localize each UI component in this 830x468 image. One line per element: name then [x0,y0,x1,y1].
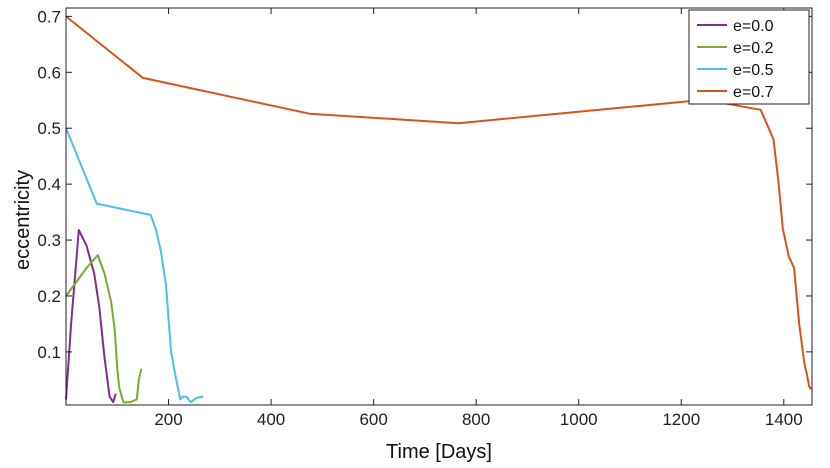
series-line-3 [65,15,812,390]
series-line-0 [65,229,117,404]
y-tick-label: 0.3 [37,231,61,250]
series-layer [65,15,812,404]
axes-frame [65,7,813,406]
x-axis: 200 400 600 800 1000 1200 1400 [154,8,803,429]
legend-entry-label: e=0.2 [733,40,774,57]
x-tick-label: 800 [462,410,490,429]
series-line-1 [65,254,143,404]
legend-entry-label: e=0.0 [733,18,774,35]
legend-entry-label: e=0.5 [733,62,774,79]
y-axis-label: eccentricity [12,170,34,270]
plot-area [66,8,812,405]
y-tick-label: 0.6 [37,63,61,82]
x-tick-label: 200 [154,410,182,429]
legend: e=0.0 e=0.2 e=0.5 e=0.7 [688,9,810,105]
axes-box [65,7,813,406]
plot-background [66,8,812,405]
y-axis: 0.1 0.2 0.3 0.4 0.5 0.6 0.7 [37,7,812,362]
x-tick-label: 400 [257,410,285,429]
x-tick-label: 1200 [662,410,700,429]
x-axis-label: Time [Days] [386,441,492,463]
series-line-2 [65,127,204,404]
x-tick-label: 600 [359,410,387,429]
y-tick-label: 0.4 [37,175,61,194]
legend-entry-label: e=0.7 [733,84,774,101]
y-tick-label: 0.5 [37,119,61,138]
y-tick-label: 0.2 [37,287,61,306]
x-tick-label: 1000 [560,410,598,429]
x-tick-label: 1400 [765,410,803,429]
y-tick-label: 0.7 [37,7,61,26]
y-tick-label: 0.1 [37,343,61,362]
